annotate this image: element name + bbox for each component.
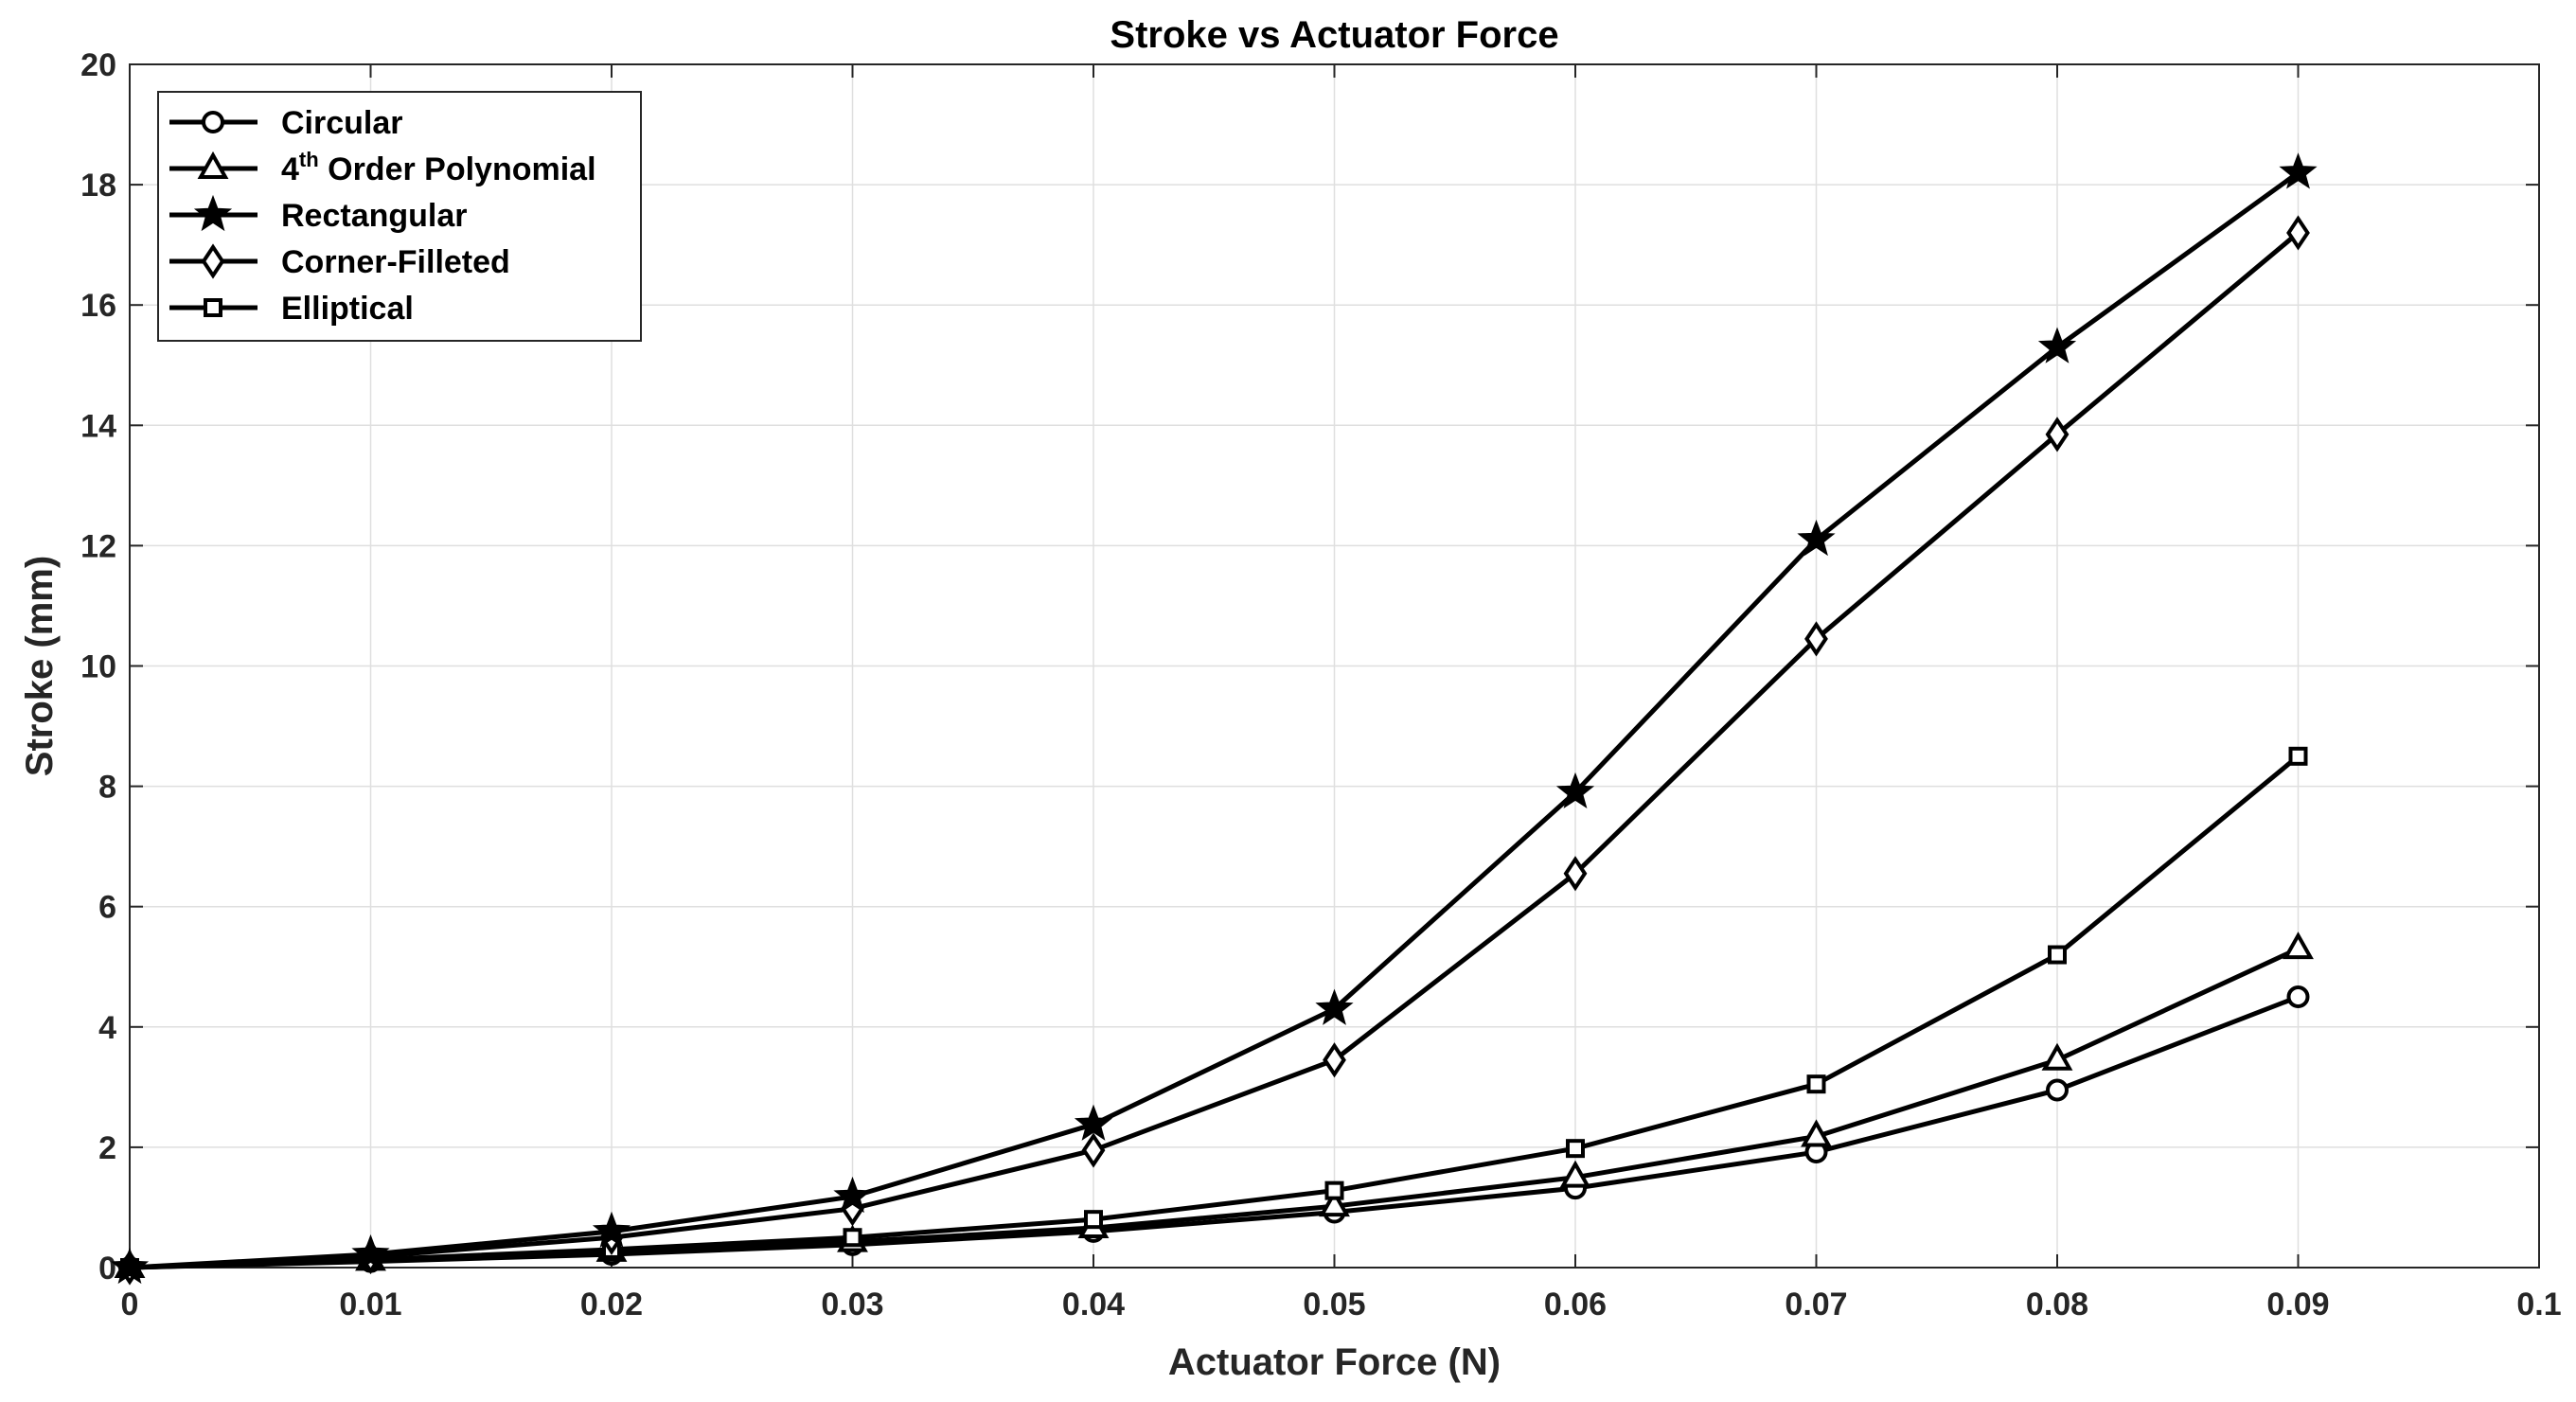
y-tick-label: 16 (80, 288, 116, 324)
data-point (1555, 772, 1595, 809)
data-point (2048, 945, 2067, 965)
x-tick-label: 0.1 (2516, 1287, 2561, 1322)
y-tick-label: 12 (80, 528, 116, 564)
data-point (351, 1233, 390, 1271)
y-axis-label: Stroke (mm) (19, 556, 61, 776)
legend-marker (204, 298, 222, 317)
legend-marker (201, 243, 225, 279)
x-tick-label: 0.01 (339, 1287, 401, 1322)
legend-entry: Corner-Filleted (169, 243, 510, 280)
data-point (2286, 215, 2310, 251)
data-point (2037, 327, 2077, 364)
legend-marker (202, 111, 224, 133)
series-line (127, 230, 2301, 1270)
series-lines (110, 152, 2318, 1286)
data-point (843, 1228, 862, 1248)
legend-label: Elliptical (281, 291, 414, 327)
x-tick-label: 0.04 (1062, 1287, 1125, 1322)
data-point (2283, 932, 2314, 960)
x-tick-label: 0.03 (821, 1287, 883, 1322)
x-tick-label: 0.08 (2026, 1287, 2088, 1322)
data-point (592, 1211, 631, 1248)
legend: Circular 4th Order Polynomial Rectangular C… (157, 91, 642, 342)
y-tick-label: 2 (98, 1130, 116, 1166)
legend-marker (197, 151, 229, 179)
y-tick-label: 10 (80, 649, 116, 685)
legend-label: Rectangular (281, 198, 468, 234)
data-point (1324, 1180, 1344, 1200)
legend-label: 4th Order Polynomial (281, 148, 596, 187)
data-point (1806, 1074, 1826, 1094)
x-tick-label: 0.05 (1303, 1287, 1365, 1322)
y-tick-label: 14 (80, 408, 116, 444)
y-tick-label: 4 (98, 1010, 116, 1046)
data-point (2045, 417, 2070, 453)
data-point (2279, 152, 2318, 189)
legend-entry: Rectangular (169, 194, 468, 234)
legend-entry: 4th Order Polynomial (169, 148, 596, 187)
series-line (127, 169, 2301, 1270)
data-point (2041, 1042, 2073, 1071)
data-point (1319, 1189, 1350, 1217)
legend-label: Corner-Filleted (281, 244, 510, 280)
x-axis-label: Actuator Force (N) (1168, 1341, 1501, 1383)
data-point (1084, 1210, 1103, 1230)
data-point (833, 1176, 872, 1214)
y-tick-label: 20 (80, 47, 116, 83)
x-tick-label: 0.07 (1785, 1287, 1847, 1322)
legend-entry: Circular (169, 105, 403, 141)
x-tick-label: 0 (121, 1287, 139, 1322)
x-tick-label: 0.06 (1544, 1287, 1607, 1322)
y-tick-label: 18 (80, 168, 116, 204)
data-point (2046, 1078, 2069, 1102)
chart-title: Stroke vs Actuator Force (1110, 14, 1558, 56)
series-star (110, 152, 2318, 1285)
legend-marker (193, 194, 233, 232)
x-tick-label: 0.09 (2266, 1287, 2329, 1322)
data-point (110, 1247, 150, 1285)
data-point (1315, 988, 1354, 1025)
data-point (1323, 1042, 1346, 1078)
y-tick-label: 6 (98, 890, 116, 926)
data-point (1801, 1119, 1832, 1147)
data-point (1566, 1139, 1585, 1159)
x-tick-label: 0.02 (580, 1287, 643, 1322)
data-point (1563, 856, 1588, 892)
legend-entry: Elliptical (169, 291, 414, 327)
data-point (2286, 985, 2310, 1009)
data-point (1797, 519, 1836, 557)
data-point (1804, 621, 1828, 657)
data-point (1074, 1104, 1113, 1141)
axis-ticks: 0 0.01 0.02 0.03 0.04 0.05 0.06 0.07 0.08 0.09 0.1… (80, 47, 2561, 1322)
y-tick-label: 0 (98, 1251, 116, 1287)
y-tick-label: 8 (98, 770, 116, 806)
data-point (1081, 1132, 1106, 1168)
legend-label: Circular (281, 105, 403, 141)
data-point (2288, 746, 2308, 766)
series-line (127, 754, 2301, 1270)
data-point (1559, 1160, 1591, 1188)
